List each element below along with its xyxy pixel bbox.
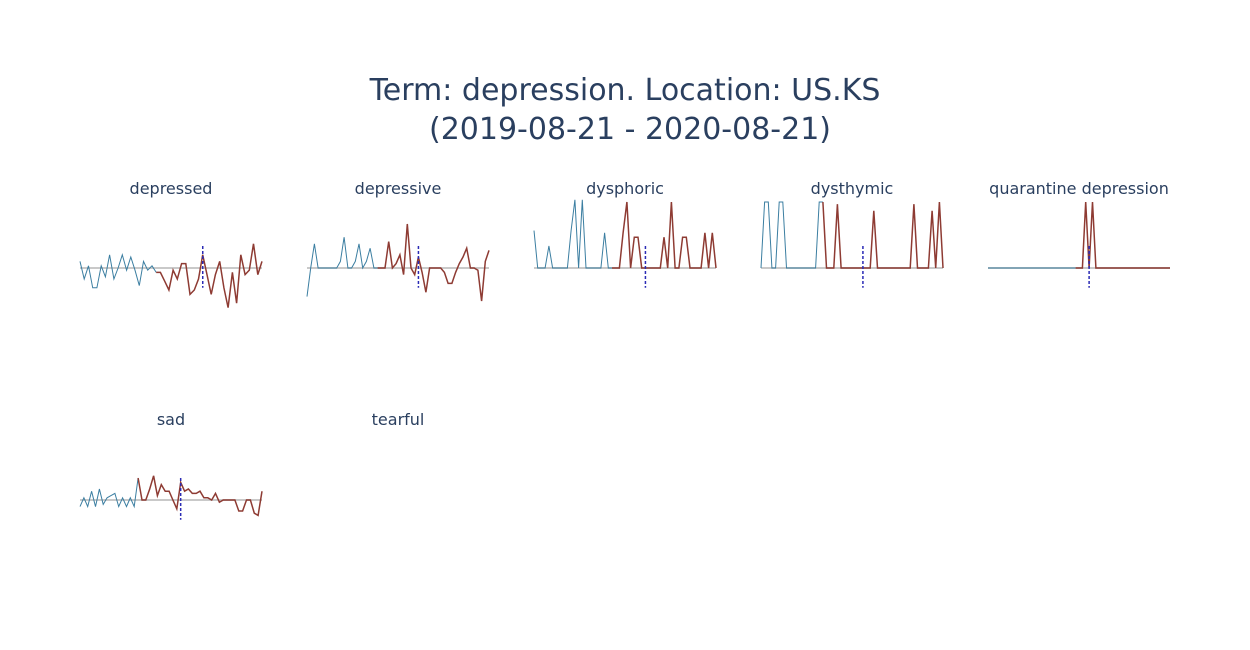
series-before-dysthymic (760, 201, 823, 269)
series-after-dysphoric (612, 201, 717, 269)
series-after-quarantine-depression (1075, 201, 1170, 269)
panel-title-dysphoric: dysphoric (586, 179, 664, 198)
panel-quarantine-depression: quarantine depression (988, 179, 1170, 288)
panel-title-tearful: tearful (372, 410, 425, 429)
panel-dysphoric: dysphoric (533, 179, 717, 288)
panel-depressed: depressed (79, 179, 263, 308)
figure-title-line-2: (2019-08-21 - 2020-08-21) (429, 112, 831, 147)
series-after-depressed (156, 243, 263, 308)
series-after-sad (137, 475, 263, 517)
panel-title-quarantine-depression: quarantine depression (989, 179, 1169, 198)
panel-depressive: depressive (306, 179, 490, 302)
panel-title-depressive: depressive (355, 179, 442, 198)
small-multiples-grid: depressed depressive dysphoric dysthymic qua… (79, 179, 1170, 520)
panel-sad: sad (79, 410, 263, 520)
series-before-dysphoric (533, 199, 612, 269)
panel-title-depressed: depressed (130, 179, 213, 198)
panel-title-sad: sad (157, 410, 185, 429)
panel-dysthymic: dysthymic (760, 179, 944, 288)
panel-tearful: tearful (372, 410, 425, 429)
series-before-depressive (306, 237, 378, 297)
figure-title-line-1: Term: depression. Location: US.KS (369, 73, 881, 108)
series-after-dysthymic (822, 201, 944, 269)
series-before-depressed (79, 253, 157, 289)
panel-title-dysthymic: dysthymic (811, 179, 894, 198)
series-after-depressive (377, 223, 490, 302)
series-before-sad (79, 477, 139, 509)
